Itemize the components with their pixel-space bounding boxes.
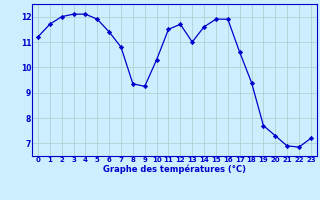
X-axis label: Graphe des températures (°C): Graphe des températures (°C) xyxy=(103,164,246,174)
